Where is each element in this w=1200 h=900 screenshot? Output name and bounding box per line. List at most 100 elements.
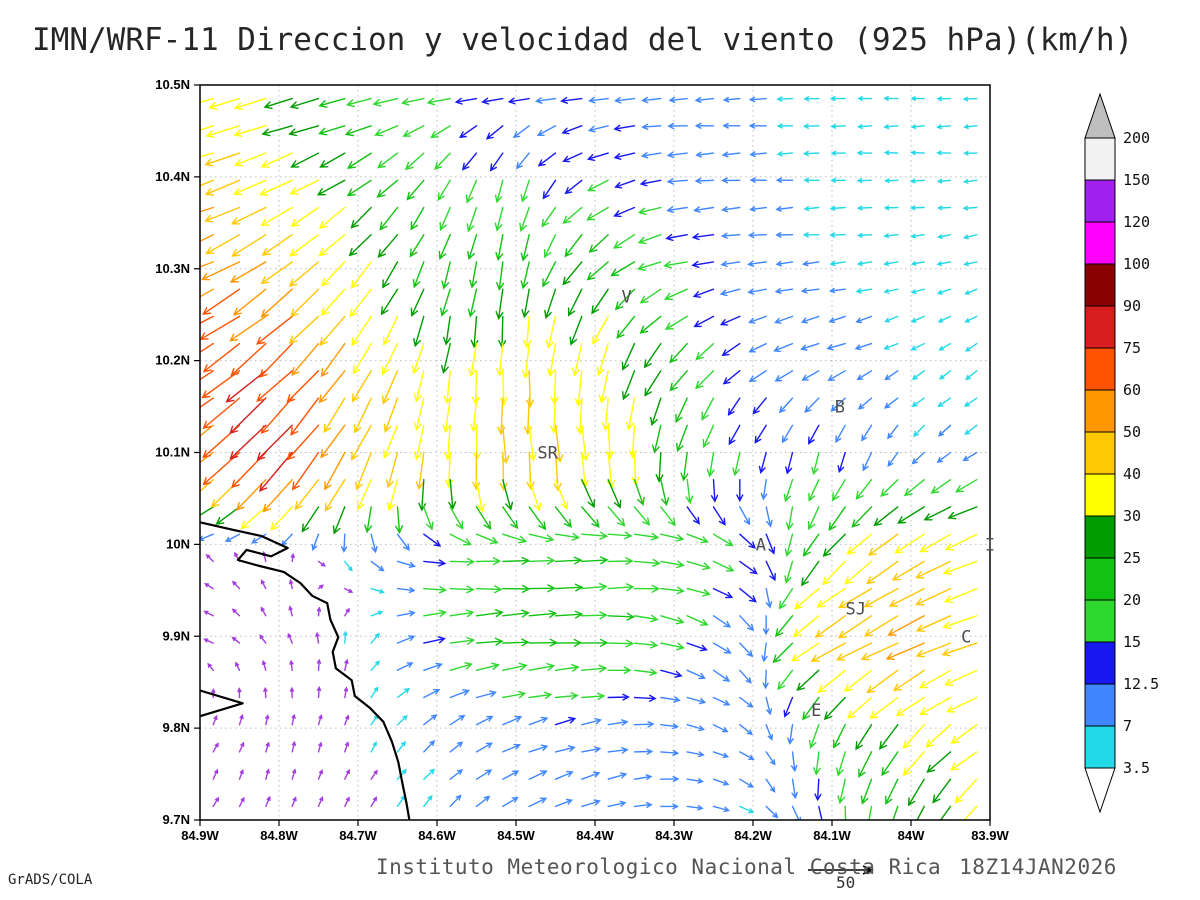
wind-arrow <box>686 724 706 732</box>
wind-arrow <box>775 260 794 267</box>
wind-arrow <box>442 397 451 434</box>
wind-arrow <box>765 805 779 819</box>
wind-arrow <box>587 179 609 192</box>
wind-arrow <box>412 261 425 289</box>
wind-arrow <box>496 342 505 377</box>
wind-arrow <box>830 397 846 412</box>
wind-arrow <box>200 424 214 437</box>
wind-arrow <box>581 611 608 620</box>
wind-arrow <box>212 796 220 808</box>
wind-arrow <box>528 556 556 565</box>
wind-arrow <box>203 610 214 617</box>
colorbar-box <box>1084 221 1116 265</box>
colorbar-label: 200 <box>1123 129 1150 147</box>
wind-arrow <box>200 533 214 541</box>
wind-arrow <box>291 768 297 780</box>
wind-arrow <box>200 370 214 381</box>
wind-arrow <box>964 424 978 436</box>
wind-arrow <box>395 506 404 535</box>
wind-arrow <box>693 315 715 328</box>
wind-arrow <box>475 769 493 780</box>
wind-arrow <box>765 751 776 766</box>
wind-arrow <box>265 795 271 808</box>
wind-arrow <box>862 451 873 472</box>
wind-arrow <box>414 397 425 431</box>
wind-arrow <box>231 451 267 489</box>
wind-arrow <box>200 179 214 187</box>
wind-arrow <box>502 556 531 565</box>
wind-arrow <box>837 615 873 639</box>
wind-arrow <box>936 261 952 267</box>
wind-arrow <box>472 451 481 491</box>
wind-arrow <box>712 587 734 599</box>
wind-arrow <box>964 370 978 381</box>
wind-arrow <box>873 506 899 527</box>
wind-arrow <box>261 659 267 671</box>
wind-arrow <box>660 642 685 651</box>
wind-arrow <box>370 796 378 808</box>
wind-arrow <box>502 479 514 511</box>
wind-arrow <box>616 315 636 339</box>
wind-arrow <box>712 642 732 654</box>
wind-arrow <box>910 96 925 101</box>
wind-arrow <box>846 533 873 555</box>
wind-arrow <box>686 642 708 652</box>
wind-arrow <box>785 506 794 531</box>
wind-arrow <box>318 125 346 136</box>
wind-arrow <box>613 206 636 218</box>
wind-arrow <box>592 315 609 345</box>
x-tick-label: 84.1W <box>813 828 851 843</box>
wind-arrow <box>712 533 734 547</box>
wind-arrow <box>936 234 952 239</box>
footer-line: Instituto Meteorologico Nacional Costa R… <box>376 855 1117 879</box>
colorbar-label: 150 <box>1123 171 1150 189</box>
wind-arrow <box>502 690 527 699</box>
wind-arrow <box>847 696 873 719</box>
wind-arrow <box>290 152 320 168</box>
wind-arrow <box>926 751 952 773</box>
wind-arrow <box>790 751 798 773</box>
wind-arrow <box>739 642 754 658</box>
wind-arrow <box>288 605 293 617</box>
wind-arrow <box>660 669 683 678</box>
wind-arrow <box>613 152 636 160</box>
wind-arrow <box>569 315 583 346</box>
wind-arrow <box>270 506 293 531</box>
colorbar-box <box>1084 431 1116 475</box>
wind-arrow <box>541 206 557 228</box>
wind-arrow <box>675 397 688 424</box>
wind-arrow <box>502 609 530 618</box>
wind-arrow <box>685 479 694 505</box>
wind-arrow <box>230 342 267 377</box>
wind-arrow <box>728 424 741 446</box>
wind-arrow <box>401 97 425 106</box>
wind-arrow <box>641 96 662 104</box>
wind-arrow <box>289 97 320 109</box>
wind-arrow <box>370 686 379 699</box>
wind-arrow <box>381 342 399 376</box>
wind-arrow <box>290 206 320 227</box>
wind-arrow <box>280 533 293 547</box>
wind-arrow <box>895 696 925 717</box>
wind-arrow <box>856 370 873 381</box>
wind-arrow <box>857 96 873 101</box>
wind-arrow <box>409 234 425 258</box>
chart-title: IMN/WRF-11 Direccion y velocidad del vie… <box>32 22 1134 58</box>
wind-arrow <box>581 799 601 808</box>
wind-arrow <box>470 315 479 349</box>
wind-arrow <box>475 662 500 671</box>
wind-arrow <box>837 451 846 474</box>
wind-arrow <box>437 179 451 201</box>
wind-arrow <box>807 506 820 531</box>
wind-arrow <box>633 506 651 526</box>
wind-arrow <box>290 397 320 436</box>
wind-arrow <box>547 342 557 378</box>
wind-arrow <box>475 557 502 566</box>
wind-arrow <box>238 768 244 780</box>
gridlines <box>200 85 990 820</box>
wind-arrow <box>633 668 658 676</box>
wind-arrow <box>722 96 741 103</box>
wind-arrow <box>732 451 741 477</box>
wind-arrow <box>495 288 504 320</box>
